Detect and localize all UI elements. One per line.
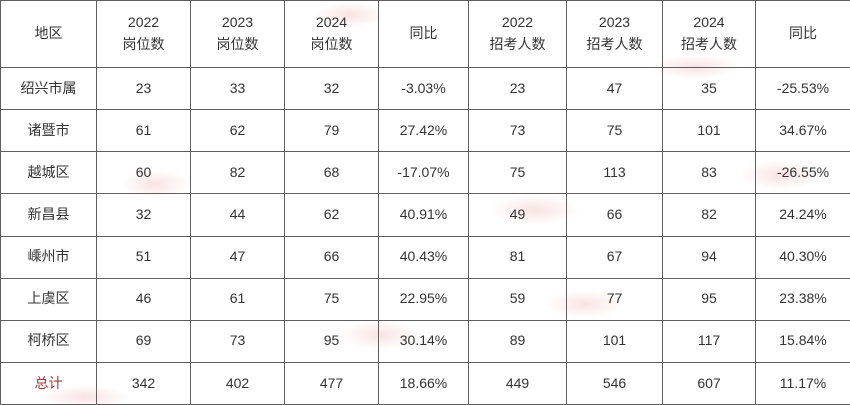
- value-cell: 22.95%: [378, 277, 469, 321]
- value-cell: 32: [96, 193, 191, 237]
- value-cell: 66: [284, 235, 379, 279]
- value-cell: 449: [468, 361, 567, 405]
- value-cell: 477: [284, 361, 379, 405]
- column-header: 地区: [0, 0, 97, 68]
- value-cell: 82: [662, 193, 756, 237]
- region-cell: 上虞区: [0, 277, 97, 321]
- value-cell: -3.03%: [378, 66, 469, 111]
- value-cell: 47: [566, 66, 663, 111]
- column-header: 同比: [755, 0, 850, 68]
- value-cell: 402: [190, 361, 285, 405]
- value-cell: -25.53%: [755, 66, 850, 111]
- value-cell: 18.66%: [378, 361, 469, 405]
- value-cell: 47: [190, 235, 285, 279]
- value-cell: 95: [662, 277, 756, 321]
- value-cell: 40.30%: [755, 235, 850, 279]
- value-cell: 67: [566, 235, 663, 279]
- value-cell: 73: [190, 319, 285, 363]
- value-cell: 81: [468, 235, 567, 279]
- table-row: 越城区 60 82 68 -17.07% 75 113 83 -26.55%: [0, 151, 850, 195]
- column-header: 2023 招考人数: [566, 0, 663, 68]
- value-cell: 40.91%: [378, 193, 469, 237]
- table-row: 上虞区 46 61 75 22.95% 59 77 95 23.38%: [0, 277, 850, 321]
- column-header: 2024 招考人数: [662, 0, 756, 68]
- value-cell: 62: [284, 193, 379, 237]
- value-cell: 51: [96, 235, 191, 279]
- value-cell: -17.07%: [378, 151, 469, 195]
- value-cell: 101: [566, 319, 663, 363]
- value-cell: 82: [190, 151, 285, 195]
- value-cell: 607: [662, 361, 756, 405]
- value-cell: 59: [468, 277, 567, 321]
- value-cell: 62: [190, 109, 285, 153]
- region-cell: 嵊州市: [0, 235, 97, 279]
- value-cell: 60: [96, 151, 191, 195]
- value-cell: 342: [96, 361, 191, 405]
- value-cell: 49: [468, 193, 567, 237]
- value-cell: 11.17%: [755, 361, 850, 405]
- value-cell: 32: [284, 66, 379, 111]
- table-head: 地区 2022 岗位数 2023 岗位数 2024 岗位数 同比 2022 招考人数 202…: [0, 0, 850, 68]
- value-cell: 68: [284, 151, 379, 195]
- region-cell: 总计: [0, 361, 97, 405]
- region-cell: 新昌县: [0, 193, 97, 237]
- table-body: 绍兴市属 23 33 32 -3.03% 23 47 35 -25.53% 诸暨市 61 62 79 27…: [0, 66, 850, 405]
- value-cell: 113: [566, 151, 663, 195]
- table-row: 诸暨市 61 62 79 27.42% 73 75 101 34.67%: [0, 109, 850, 153]
- value-cell: 94: [662, 235, 756, 279]
- value-cell: 89: [468, 319, 567, 363]
- column-header: 同比: [378, 0, 469, 68]
- value-cell: 75: [284, 277, 379, 321]
- column-header: 2022 岗位数: [96, 0, 191, 68]
- value-cell: 23: [96, 66, 191, 111]
- region-cell: 柯桥区: [0, 319, 97, 363]
- value-cell: 95: [284, 319, 379, 363]
- value-cell: 24.24%: [755, 193, 850, 237]
- region-cell: 越城区: [0, 151, 97, 195]
- value-cell: 23.38%: [755, 277, 850, 321]
- column-header: 2022 招考人数: [468, 0, 567, 68]
- value-cell: 83: [662, 151, 756, 195]
- table-row: 柯桥区 69 73 95 30.14% 89 101 117 15.84%: [0, 319, 850, 363]
- value-cell: 77: [566, 277, 663, 321]
- table-row: 新昌县 32 44 62 40.91% 49 66 82 24.24%: [0, 193, 850, 237]
- column-header: 2023 岗位数: [190, 0, 285, 68]
- value-cell: 61: [190, 277, 285, 321]
- value-cell: 73: [468, 109, 567, 153]
- value-cell: 66: [566, 193, 663, 237]
- value-cell: 44: [190, 193, 285, 237]
- region-cell: 诸暨市: [0, 109, 97, 153]
- value-cell: 40.43%: [378, 235, 469, 279]
- value-cell: 546: [566, 361, 663, 405]
- value-cell: 15.84%: [755, 319, 850, 363]
- value-cell: 75: [468, 151, 567, 195]
- table-row: 绍兴市属 23 33 32 -3.03% 23 47 35 -25.53%: [0, 66, 850, 111]
- value-cell: 69: [96, 319, 191, 363]
- value-cell: 27.42%: [378, 109, 469, 153]
- value-cell: 35: [662, 66, 756, 111]
- value-cell: 30.14%: [378, 319, 469, 363]
- total-row: 总计 342 402 477 18.66% 449 546 607 11.17%: [0, 361, 850, 405]
- value-cell: 34.67%: [755, 109, 850, 153]
- value-cell: 23: [468, 66, 567, 111]
- region-cell: 绍兴市属: [0, 66, 97, 111]
- table-row: 嵊州市 51 47 66 40.43% 81 67 94 40.30%: [0, 235, 850, 279]
- value-cell: 101: [662, 109, 756, 153]
- value-cell: 33: [190, 66, 285, 111]
- value-cell: 75: [566, 109, 663, 153]
- column-header: 2024 岗位数: [284, 0, 379, 68]
- value-cell: 46: [96, 277, 191, 321]
- value-cell: -26.55%: [755, 151, 850, 195]
- value-cell: 79: [284, 109, 379, 153]
- value-cell: 61: [96, 109, 191, 153]
- value-cell: 117: [662, 319, 756, 363]
- header-row: 地区 2022 岗位数 2023 岗位数 2024 岗位数 同比 2022 招考人数 202…: [0, 0, 850, 68]
